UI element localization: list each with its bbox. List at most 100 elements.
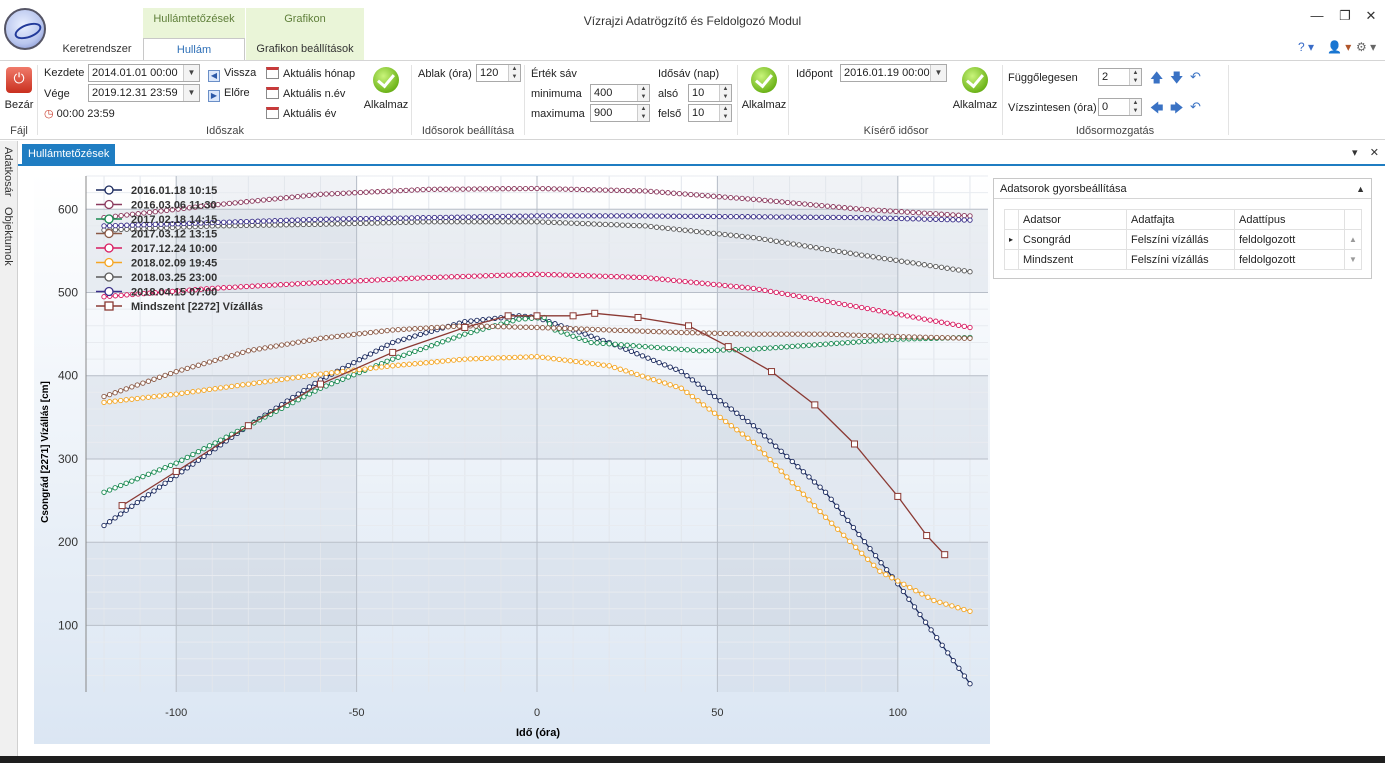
help-icon[interactable]: ? ▾ — [1298, 40, 1315, 54]
close-window-button[interactable]: ✕ — [1365, 8, 1377, 23]
data-point — [696, 348, 703, 354]
tab-framework[interactable]: Keretrendszer — [62, 43, 132, 55]
data-point — [317, 279, 324, 286]
calendar-icon — [266, 107, 279, 119]
data-point — [380, 188, 386, 195]
data-point — [223, 384, 229, 390]
data-point — [434, 341, 440, 347]
reset-horizontal-icon[interactable]: ↶ — [1190, 99, 1201, 114]
data-point — [295, 339, 301, 345]
current-year-button[interactable]: Aktuális év — [266, 107, 336, 120]
data-point — [384, 358, 390, 364]
vertical-spinner[interactable]: 2 ▲ ▼ — [1098, 68, 1142, 86]
collapse-icon[interactable]: ▲ — [1356, 184, 1365, 194]
arrow-right-icon[interactable]: 🡆 — [1170, 100, 1184, 115]
legend-swatch-marker — [104, 199, 114, 210]
data-point — [106, 399, 113, 405]
reset-vertical-icon[interactable]: ↶ — [1190, 69, 1201, 84]
data-point — [295, 193, 301, 200]
table-row[interactable]: Mindszent Felszíni vízállás feldolgozott… — [1004, 249, 1362, 270]
settings-gear-icon[interactable]: ⚙ ▾ — [1356, 40, 1377, 54]
column-header[interactable]: Adatsor — [1018, 209, 1127, 230]
data-point — [933, 318, 939, 324]
data-point — [217, 356, 224, 362]
data-point — [597, 187, 603, 193]
data-point — [967, 217, 973, 223]
table-row[interactable]: ▸ Csongrád Felszíni vízállás feldolgozot… — [1004, 229, 1362, 250]
data-point — [619, 274, 626, 280]
data-point — [192, 287, 198, 293]
current-quarter-button[interactable]: Aktuális n.év — [266, 87, 345, 100]
data-point — [574, 272, 580, 279]
column-header[interactable]: Adatfajta — [1126, 209, 1235, 230]
data-point — [323, 383, 329, 389]
restore-button[interactable]: ❐ — [1339, 8, 1351, 23]
data-point — [779, 239, 785, 245]
upper-value-spinner[interactable]: 10 ▲ ▼ — [688, 104, 732, 122]
tab-wave[interactable]: Hullám — [143, 38, 245, 60]
table-cell[interactable]: Mindszent — [1018, 249, 1127, 270]
arrow-left-icon[interactable]: 🡄 — [1150, 100, 1164, 115]
close-button[interactable]: Bezár — [4, 67, 34, 111]
data-point — [101, 223, 107, 229]
data-point — [602, 187, 609, 193]
data-point — [506, 354, 512, 361]
period-apply-button[interactable]: Alkalmaz — [363, 67, 409, 111]
data-point — [939, 335, 945, 341]
time-point-combo[interactable]: 2016.01.19 00:00 ▼ — [840, 64, 947, 82]
horizontal-spinner[interactable]: 0 ▲ ▼ — [1098, 98, 1142, 116]
data-point — [944, 216, 950, 223]
forward-button[interactable]: ▶ Előre — [208, 87, 250, 102]
quick-settings-title[interactable]: Adatsorok gyorsbeállítása ▲ — [994, 179, 1371, 199]
back-button[interactable]: ◀ Vissza — [208, 67, 256, 82]
start-date-combo[interactable]: 2014.01.01 00:00 ▼ — [88, 64, 200, 82]
data-point — [588, 333, 594, 339]
min-value-spinner[interactable]: 400 ▲ ▼ — [590, 84, 650, 102]
max-value-spinner[interactable]: 900 ▲ ▼ — [590, 104, 650, 122]
data-point — [847, 538, 853, 544]
data-point — [423, 330, 429, 336]
end-date-combo[interactable]: 2019.12.31 23:59 ▼ — [88, 84, 200, 102]
doc-dropdown-icon[interactable]: ▾ — [1352, 147, 1358, 159]
arrow-down-icon[interactable]: 🡇 — [1170, 70, 1184, 85]
window-hours-spinner[interactable]: 120 ▲ ▼ — [476, 64, 521, 82]
tab-chart-settings[interactable]: Grafikon beállítások — [246, 38, 364, 60]
data-point — [243, 199, 250, 205]
column-header[interactable]: Adattípus — [1234, 209, 1345, 230]
table-cell[interactable]: feldolgozott — [1234, 229, 1345, 250]
table-cell[interactable]: feldolgozott — [1234, 249, 1345, 270]
data-point — [426, 274, 432, 281]
table-cell[interactable]: Felszíni vízállás — [1126, 249, 1235, 270]
data-point — [789, 480, 795, 486]
data-point — [884, 567, 890, 573]
scroll-up-icon[interactable]: ▲ — [1344, 229, 1362, 250]
minimize-button[interactable]: — — [1310, 8, 1324, 23]
data-point — [367, 351, 374, 357]
table-cell[interactable]: Csongrád — [1018, 229, 1127, 250]
current-month-button[interactable]: Aktuális hónap — [266, 67, 355, 80]
table-cell[interactable]: Felszíni vízállás — [1126, 229, 1235, 250]
data-point — [738, 346, 745, 353]
value-band-apply-button[interactable]: Alkalmaz — [741, 67, 787, 111]
doc-close-icon[interactable]: ✕ — [1369, 147, 1379, 159]
lower-value-spinner[interactable]: 10 ▲ ▼ — [688, 84, 732, 102]
wave-peak-chart[interactable]: 100 200 300 400 500 600 -100 -50 0 50 100 2016.01.… — [34, 172, 990, 744]
data-point — [802, 294, 808, 301]
sidebar-tab-objects[interactable]: Objektumok — [2, 207, 14, 266]
arrow-up-icon[interactable]: 🡅 — [1150, 70, 1164, 85]
data-point — [711, 393, 718, 400]
scroll-down-icon[interactable]: ▼ — [1344, 249, 1362, 270]
data-point — [545, 325, 551, 331]
data-point — [162, 392, 168, 398]
data-point — [762, 197, 768, 204]
data-point — [739, 284, 745, 290]
data-point — [867, 333, 873, 339]
data-point — [853, 251, 859, 257]
companion-apply-button[interactable]: Alkalmaz — [952, 67, 998, 111]
data-point — [579, 213, 586, 219]
user-icon[interactable]: 👤 ▾ — [1327, 40, 1352, 54]
group-label-series-settings: Idősorok beállítása — [421, 125, 515, 137]
document-tab-wave-peaks[interactable]: Hullámtetőzések — [22, 144, 116, 164]
data-point — [639, 353, 646, 359]
sidebar-tab-data-basket[interactable]: Adatkosár — [2, 147, 14, 197]
